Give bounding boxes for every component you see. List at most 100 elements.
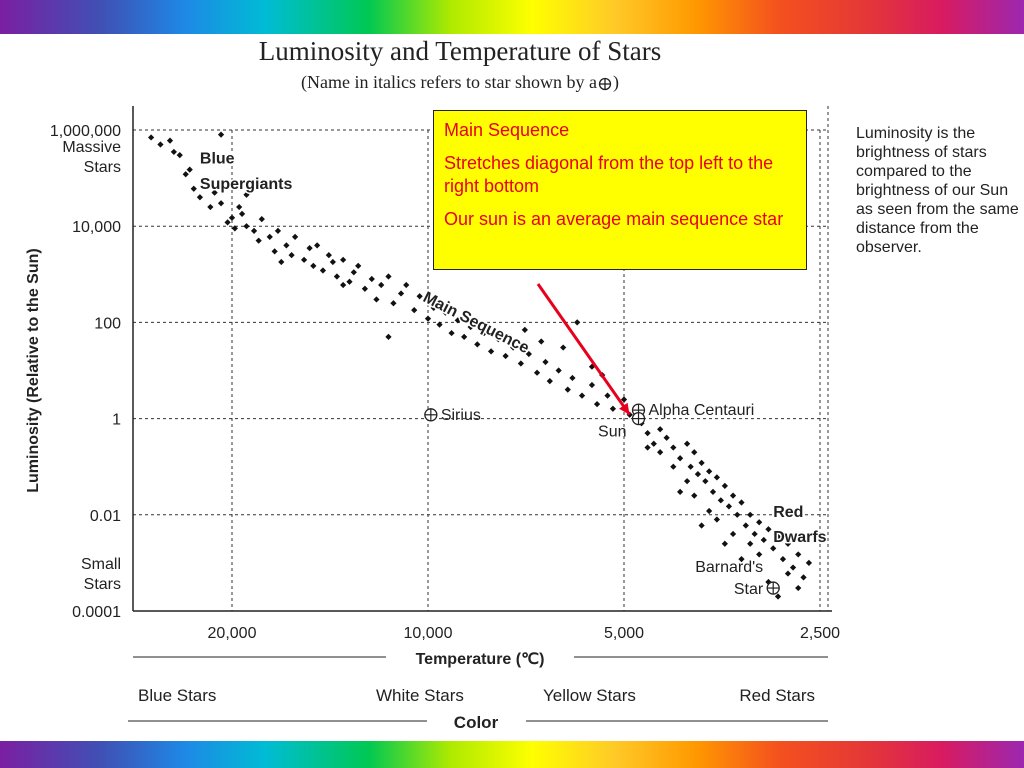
y-tick-label: 0.0001: [72, 604, 121, 621]
x-tick-label: 10,000: [404, 625, 453, 642]
region-label: Supergiants: [200, 176, 293, 193]
y-tick-label: 100: [94, 315, 121, 332]
star-point: [454, 317, 461, 324]
chart-labels: 1,000,000 10,000 100 1 0.01 0.0001 Massive Star…: [25, 123, 840, 732]
star-point: [340, 281, 347, 289]
star-point: [683, 478, 691, 485]
star-point: [385, 273, 392, 280]
star-point: [196, 194, 204, 201]
chart-subtitle: (Name in italics refers to star shown by…: [0, 72, 920, 93]
star-point: [751, 530, 758, 538]
star-point: [578, 392, 586, 399]
star-point: [448, 329, 455, 337]
star-point: [784, 570, 792, 577]
named-star-label: Barnard's: [695, 559, 763, 576]
color-axis-title: Color: [454, 713, 499, 732]
star-point: [620, 396, 628, 403]
star-point: [670, 444, 677, 451]
x-tick-label: 5,000: [604, 625, 644, 642]
star-point: [510, 344, 517, 351]
region-label: Dwarfs: [773, 529, 826, 546]
star-point: [411, 307, 418, 314]
star-point: [564, 386, 571, 393]
star-point: [283, 242, 290, 249]
star-point: [650, 440, 657, 447]
star-point: [694, 471, 702, 478]
star-point: [467, 323, 474, 331]
star-point: [243, 223, 250, 230]
star-point: [385, 333, 392, 340]
main-sequence-callout: Main Sequence Stretches diagonal from th…: [433, 110, 807, 270]
named-star-label: Star: [734, 581, 764, 598]
star-point: [207, 203, 214, 211]
y-tick-label: 1,000,000: [50, 123, 121, 140]
plot-frame: [128, 106, 832, 722]
star-point: [670, 463, 677, 470]
star-point: [713, 516, 721, 523]
star-point: [713, 474, 721, 481]
y-extra-label: Stars: [84, 159, 121, 176]
star-point: [747, 540, 754, 547]
star-point: [350, 269, 357, 276]
star-point: [190, 185, 197, 192]
y-tick-label: 10,000: [72, 219, 121, 236]
star-point: [717, 497, 724, 504]
y-extra-label: Small: [81, 556, 121, 573]
star-point: [224, 219, 231, 226]
color-band-label: White Stars: [376, 686, 464, 705]
star-point: [805, 559, 813, 567]
star-point: [176, 152, 183, 159]
star-point: [361, 285, 369, 292]
star-point: [760, 536, 767, 544]
star-point: [314, 242, 321, 249]
y-extra-label: Stars: [84, 576, 121, 593]
luminosity-definition: Luminosity is the brightness of stars co…: [856, 125, 1019, 256]
star-point: [734, 511, 741, 518]
star-point: [677, 488, 684, 495]
star-point: [147, 134, 155, 141]
star-point: [288, 252, 295, 259]
star-point: [588, 381, 596, 389]
star-point: [756, 551, 763, 558]
color-band-label: Red Stars: [739, 686, 815, 705]
star-point: [238, 210, 246, 218]
star-point: [604, 392, 611, 399]
star-point: [770, 545, 777, 552]
star-point: [157, 141, 164, 148]
star-point: [774, 533, 782, 540]
star-point: [683, 440, 691, 447]
star-point: [306, 245, 313, 252]
star-point: [521, 326, 528, 333]
callout-heading: Main Sequence: [444, 120, 570, 140]
star-point: [779, 555, 787, 563]
star-point: [325, 252, 332, 259]
star-point: [560, 344, 567, 351]
star-point: [725, 503, 733, 510]
star-point: [593, 401, 601, 408]
subtitle-close: ): [612, 72, 619, 92]
star-point: [436, 321, 443, 328]
star-point: [742, 522, 749, 529]
star-point: [729, 530, 737, 538]
bottom-rainbow-band: [0, 741, 1024, 768]
arrow-shaft: [536, 283, 631, 416]
star-point: [644, 444, 651, 451]
star-point: [709, 488, 717, 495]
star-point: [756, 519, 763, 526]
star-point: [416, 293, 423, 300]
star-point: [774, 593, 782, 600]
star-point: [170, 148, 177, 156]
named-star-label: Alpha Centauri: [649, 402, 755, 419]
star-point: [424, 315, 432, 322]
star-point: [329, 258, 336, 266]
star-point: [789, 564, 797, 571]
arrow-head: [619, 402, 630, 415]
star-point: [765, 526, 772, 533]
top-rainbow-band: [0, 0, 1024, 34]
star-point: [555, 367, 562, 374]
star-point: [474, 341, 481, 348]
chart-title: Luminosity and Temperature of Stars: [258, 36, 662, 66]
star-point: [795, 584, 802, 592]
named-star-label: Sun: [598, 424, 626, 441]
star-point: [538, 338, 545, 345]
